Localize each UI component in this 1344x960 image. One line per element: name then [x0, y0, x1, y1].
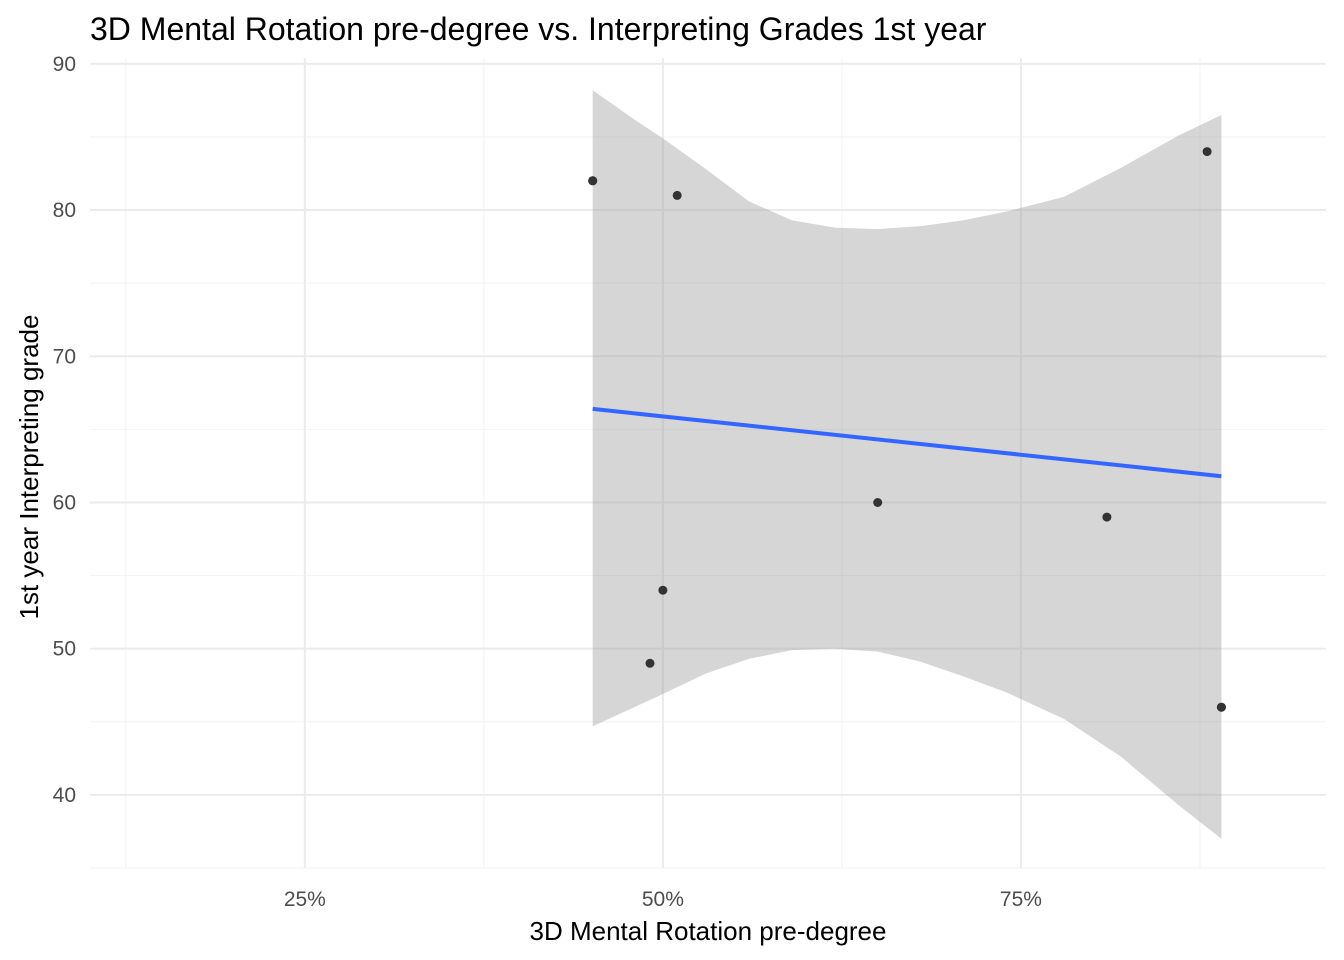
y-axis-title: 1st year Interpreting grade	[14, 315, 44, 620]
data-point	[873, 498, 883, 507]
data-point	[672, 190, 682, 200]
x-tick-labels: 25% 50% 75%	[284, 888, 1042, 911]
y-tick-label: 70	[53, 345, 76, 368]
regression-line	[592, 406, 1222, 479]
data-point	[588, 176, 598, 186]
y-tick-labels: 40 50 60 70 80 90	[53, 53, 76, 807]
confidence-band	[592, 90, 1222, 839]
major-grid	[90, 58, 1326, 868]
data-point	[1216, 702, 1226, 712]
data-point	[645, 658, 655, 668]
y-tick-label: 80	[53, 199, 76, 222]
data-point	[658, 585, 668, 595]
x-tick-label: 75%	[1000, 888, 1042, 911]
chart-title: 3D Mental Rotation pre-degree vs. Interp…	[90, 11, 987, 47]
y-tick-label: 90	[53, 53, 76, 76]
y-tick-label: 50	[53, 638, 76, 661]
y-tick-label: 40	[53, 784, 76, 807]
data-point	[1102, 512, 1112, 522]
x-tick-label: 50%	[642, 888, 684, 911]
y-tick-label: 60	[53, 491, 76, 514]
data-point	[1202, 147, 1212, 157]
x-tick-label: 25%	[284, 888, 326, 911]
minor-grid	[90, 58, 1326, 869]
x-axis-title: 3D Mental Rotation pre-degree	[530, 916, 887, 946]
data-points	[588, 147, 1226, 712]
